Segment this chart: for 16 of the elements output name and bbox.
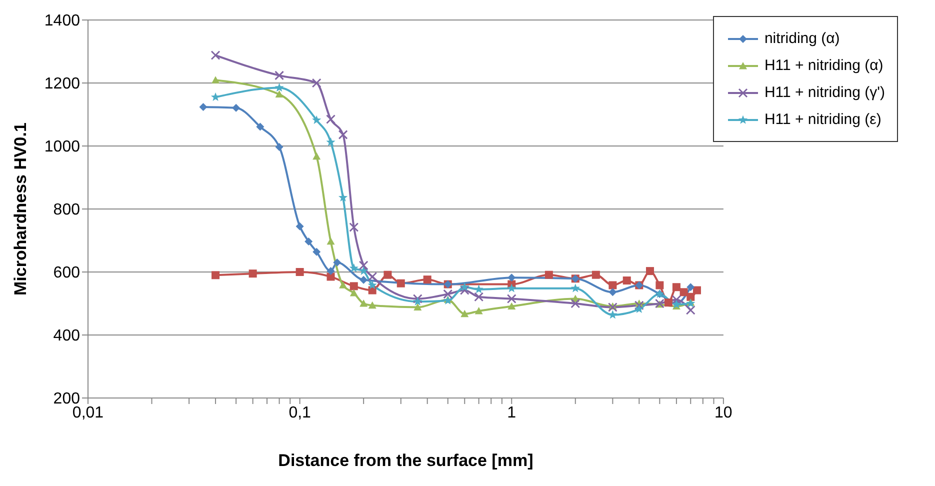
x-tick-label: 10: [714, 404, 732, 422]
legend-label: H11 + nitriding (γ'): [764, 84, 885, 101]
x-tick-label: 1: [507, 404, 516, 422]
y-axis-title: Microhardness HV0.1: [11, 122, 30, 296]
y-tick-label: 800: [53, 202, 80, 219]
legend-label: nitriding (α): [764, 30, 840, 47]
legend-label: H11 + nitriding (ε): [764, 111, 882, 128]
y-tick-label: 1400: [44, 12, 80, 30]
legend-label: H11 + nitriding (α): [764, 57, 884, 74]
x-tick-label: 0,1: [288, 404, 312, 422]
x-tick-label: 0,01: [72, 404, 104, 422]
y-tick-label: 1000: [44, 138, 80, 156]
x-axis-title: Distance from the surface [mm]: [278, 451, 534, 470]
y-tick-label: 400: [53, 328, 80, 345]
y-tick-label: 1200: [44, 76, 80, 93]
y-tick-label: 600: [53, 264, 80, 282]
